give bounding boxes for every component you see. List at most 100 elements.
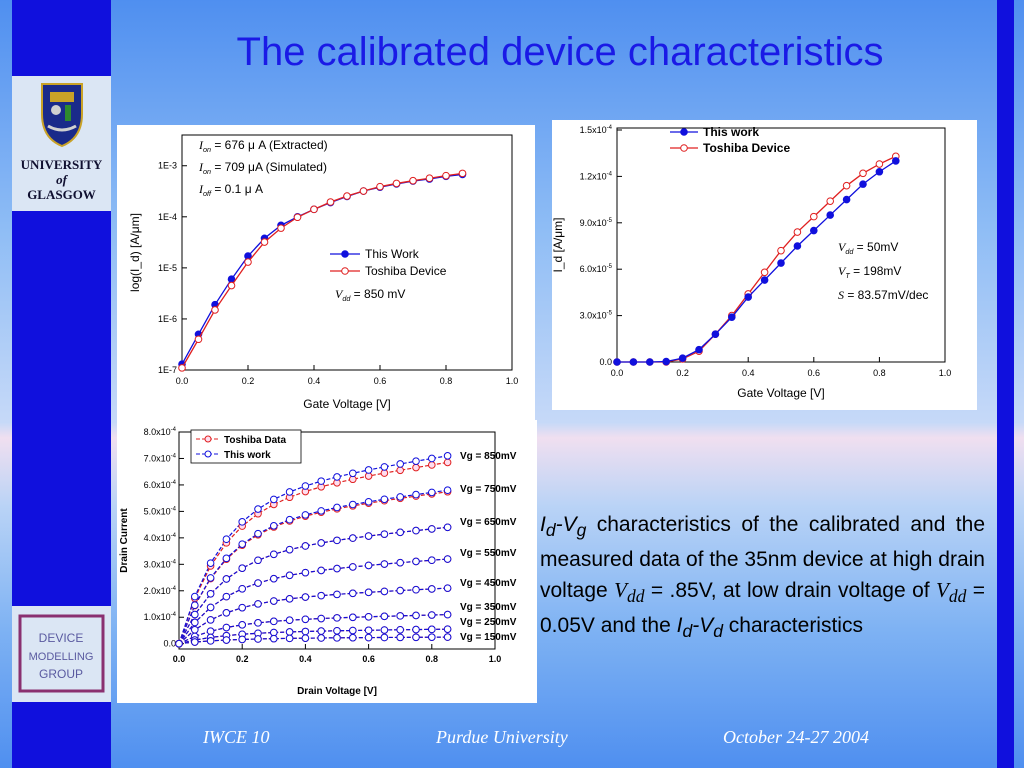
x-axis-label: Drain Voltage [V] bbox=[297, 686, 377, 697]
university-line-1: UNIVERSITY bbox=[20, 157, 103, 172]
caption-vd-sub: d bbox=[713, 621, 723, 642]
this-work-point bbox=[317, 477, 325, 485]
toshiba-point bbox=[826, 197, 835, 205]
caption-vdd-symbol-1: V bbox=[614, 578, 627, 603]
this-work-point bbox=[412, 457, 420, 465]
this-work-point bbox=[412, 557, 420, 566]
this-work-point bbox=[254, 529, 262, 538]
this-work-point bbox=[333, 634, 341, 642]
legend-label: Toshiba Data bbox=[224, 435, 286, 446]
this-work-point bbox=[875, 167, 884, 176]
this-work-point bbox=[777, 259, 785, 267]
this-work-point bbox=[396, 586, 405, 595]
legend-label: Toshiba Device bbox=[703, 141, 790, 155]
x-tick-label: 0.0 bbox=[173, 654, 186, 664]
this-work-point bbox=[412, 633, 420, 642]
this-work-point bbox=[222, 609, 231, 617]
toshiba-point bbox=[442, 171, 450, 180]
x-tick-label: 0.8 bbox=[873, 368, 886, 378]
this-work-point bbox=[270, 634, 278, 643]
legend-marker bbox=[341, 250, 349, 258]
x-tick-label: 1.0 bbox=[489, 654, 502, 664]
this-work-point bbox=[443, 523, 452, 532]
this-work-point bbox=[396, 633, 405, 642]
this-work-point bbox=[191, 592, 199, 601]
this-work-point bbox=[333, 536, 341, 545]
footer-right: October 24-27 2004 bbox=[723, 727, 869, 747]
y-tick-label: 1.2x10-4 bbox=[580, 171, 613, 181]
annotation: S = 83.57mV/dec bbox=[838, 288, 928, 302]
this-work-point bbox=[317, 539, 325, 547]
this-work-point bbox=[317, 507, 325, 515]
this-work-point bbox=[285, 488, 294, 496]
toshiba-point bbox=[810, 212, 818, 221]
this-work-point bbox=[254, 619, 262, 627]
curve-label: Vg = 650mV bbox=[460, 517, 517, 528]
y-tick-label: 1E-5 bbox=[158, 263, 177, 273]
this-work-point bbox=[238, 518, 246, 526]
this-work-point bbox=[301, 482, 310, 490]
this-work-point bbox=[695, 345, 703, 354]
toshiba-point bbox=[227, 281, 236, 290]
this-work-point bbox=[222, 535, 231, 544]
this-work-point bbox=[191, 610, 199, 619]
y-tick-label: 8.0x10-4 bbox=[144, 427, 177, 437]
this-work-line bbox=[178, 628, 448, 645]
toshiba-point bbox=[244, 258, 252, 266]
this-work-point bbox=[270, 617, 278, 626]
y-tick-label: 5.0x10-4 bbox=[144, 506, 177, 516]
this-work-point bbox=[678, 354, 687, 362]
logo-line-1: DEVICE bbox=[39, 631, 84, 645]
legend-marker bbox=[204, 450, 212, 458]
this-work-point bbox=[443, 633, 452, 641]
this-work-point bbox=[285, 571, 294, 580]
this-work-point bbox=[396, 558, 405, 567]
this-work-line bbox=[178, 489, 448, 644]
this-work-point bbox=[222, 592, 231, 601]
this-work-point bbox=[364, 497, 373, 506]
caption-vdd-sub-1: dd bbox=[626, 586, 645, 607]
logo-line-3: GROUP bbox=[39, 667, 83, 681]
this-work-point bbox=[428, 585, 436, 593]
legend-note: Vdd = 850 mV bbox=[335, 287, 405, 303]
this-work-point bbox=[270, 550, 278, 559]
caption-id-symbol: I bbox=[540, 513, 546, 536]
this-work-point bbox=[380, 612, 389, 621]
this-work-point bbox=[646, 358, 654, 366]
this-work-point bbox=[349, 563, 357, 571]
legend-label: This Work bbox=[365, 247, 420, 261]
curve-label: Vg = 850mV bbox=[460, 451, 517, 462]
legend-label: This work bbox=[703, 125, 759, 139]
toshiba-point bbox=[412, 463, 420, 472]
this-work-point bbox=[443, 555, 452, 563]
toshiba-point bbox=[859, 169, 867, 178]
this-work-point bbox=[301, 627, 310, 636]
x-tick-label: 0.2 bbox=[242, 376, 255, 386]
x-tick-label: 0.2 bbox=[676, 368, 689, 378]
caption-id-symbol-2: I bbox=[676, 614, 683, 638]
x-tick-label: 0.4 bbox=[299, 654, 312, 664]
this-work-point bbox=[301, 593, 310, 601]
this-work-point bbox=[349, 626, 357, 635]
toshiba-point bbox=[392, 179, 401, 188]
this-work-point bbox=[285, 515, 294, 524]
toshiba-point bbox=[260, 238, 269, 246]
legend-marker bbox=[204, 435, 212, 443]
y-tick-label: 1E-3 bbox=[158, 161, 177, 171]
x-tick-label: 0.6 bbox=[374, 376, 387, 386]
this-work-point bbox=[412, 526, 420, 535]
legend-label: Toshiba Device bbox=[365, 264, 447, 278]
y-axis-label: Drain Current bbox=[119, 508, 130, 573]
this-work-point bbox=[333, 473, 341, 481]
left-sidebar: DEVICE MODELLING GROUP bbox=[12, 0, 111, 768]
this-work-point bbox=[412, 490, 420, 499]
device-modelling-logo-panel: DEVICE MODELLING GROUP bbox=[12, 606, 111, 702]
this-work-point bbox=[396, 493, 405, 501]
this-work-point bbox=[238, 635, 246, 644]
this-work-point bbox=[285, 634, 294, 643]
toshiba-point bbox=[194, 335, 203, 344]
y-axis-label: I_d [A/μm] bbox=[552, 218, 565, 273]
this-work-point bbox=[238, 584, 246, 593]
x-axis-label: Gate Voltage [V] bbox=[737, 386, 824, 400]
toshiba-line bbox=[617, 155, 897, 363]
